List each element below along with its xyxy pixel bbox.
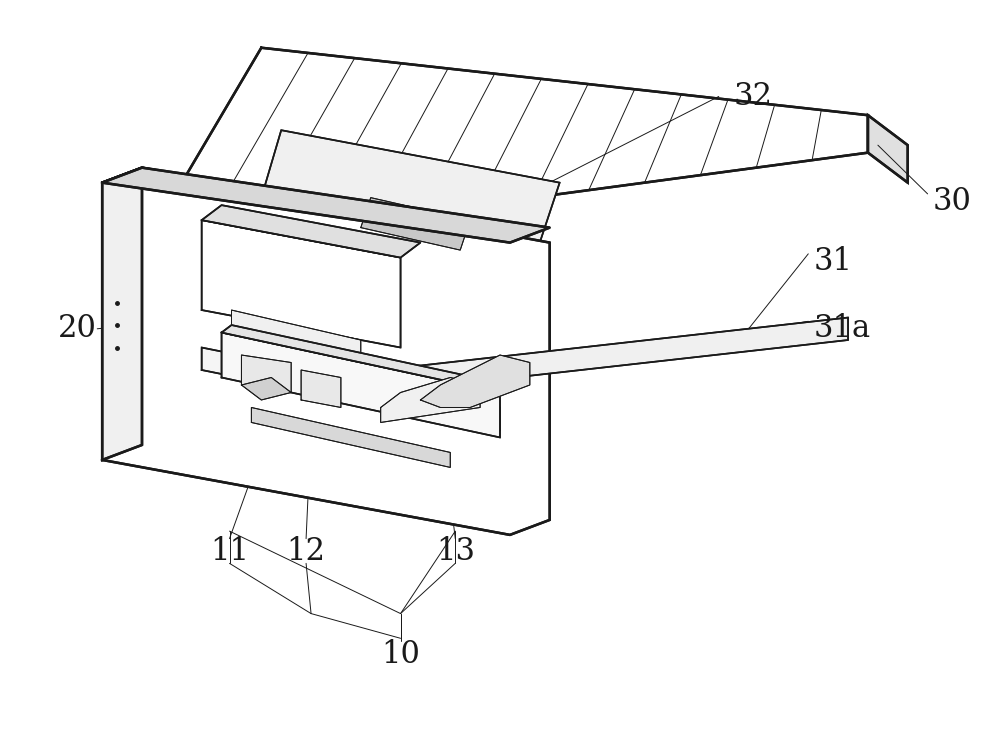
Polygon shape xyxy=(102,168,550,242)
Text: 11: 11 xyxy=(210,536,249,567)
Text: 20: 20 xyxy=(57,313,96,344)
Polygon shape xyxy=(232,310,361,378)
Polygon shape xyxy=(202,220,401,347)
Polygon shape xyxy=(301,370,341,408)
Polygon shape xyxy=(102,168,550,535)
Text: 31: 31 xyxy=(813,246,852,277)
Polygon shape xyxy=(381,318,848,393)
Polygon shape xyxy=(868,116,908,183)
Polygon shape xyxy=(261,130,560,242)
Text: 10: 10 xyxy=(381,639,420,670)
Polygon shape xyxy=(241,378,291,400)
Polygon shape xyxy=(241,355,291,393)
Polygon shape xyxy=(202,205,420,257)
Text: 12: 12 xyxy=(287,536,326,567)
Polygon shape xyxy=(420,355,530,408)
Text: 31a: 31a xyxy=(813,313,870,344)
Polygon shape xyxy=(102,168,142,460)
Polygon shape xyxy=(222,332,500,437)
Polygon shape xyxy=(202,347,500,430)
Text: 32: 32 xyxy=(734,81,773,112)
Text: 13: 13 xyxy=(436,536,475,567)
Polygon shape xyxy=(142,48,868,250)
Polygon shape xyxy=(381,378,480,423)
Polygon shape xyxy=(222,325,510,393)
Text: 30: 30 xyxy=(933,186,971,217)
Polygon shape xyxy=(361,198,470,250)
Polygon shape xyxy=(251,408,450,467)
